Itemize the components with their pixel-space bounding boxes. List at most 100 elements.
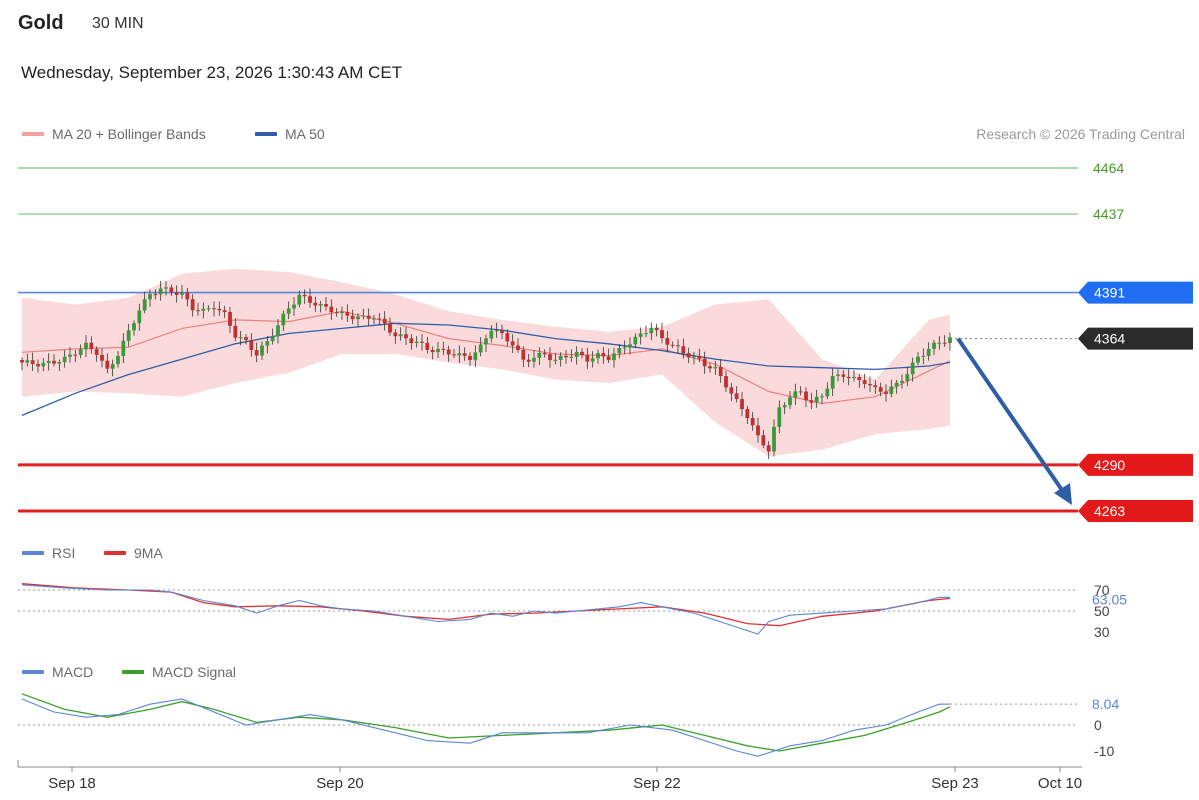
candle-body	[766, 445, 771, 452]
candle-body	[542, 352, 547, 355]
candle-body	[116, 355, 120, 365]
legend-label-ma20: MA 20 + Bollinger Bands	[52, 126, 206, 142]
candle-body	[148, 294, 152, 300]
candle-body	[521, 349, 526, 360]
last-price-label: 4364	[1094, 331, 1125, 347]
candle-body	[238, 337, 243, 339]
candle-body	[425, 342, 430, 350]
candle-body	[926, 348, 931, 356]
candle-body	[889, 386, 894, 394]
candle-body	[841, 374, 846, 377]
legend-swatch-rsi	[22, 551, 44, 555]
candle-body	[68, 354, 72, 357]
candle-body	[782, 405, 787, 408]
instrument-title: Gold	[18, 12, 64, 34]
candle-body	[366, 315, 371, 319]
candle-body	[201, 308, 206, 311]
rsi-level-30: 30	[1094, 624, 1110, 640]
candle-body	[180, 292, 184, 295]
candle-body	[894, 382, 899, 387]
candle-body	[377, 318, 382, 320]
candle-body	[761, 435, 766, 446]
candle-body	[798, 391, 803, 393]
candle-body	[297, 294, 302, 305]
legend-label-ma50: MA 50	[285, 126, 325, 142]
candle-body	[868, 384, 872, 386]
level-label-4464: 4464	[1093, 160, 1124, 176]
candle-body	[452, 354, 456, 356]
candle-body	[750, 418, 755, 426]
chart-datetime: Wednesday, September 23, 2026 1:30:43 AM…	[21, 63, 403, 82]
candle-body	[62, 356, 67, 363]
candle-body	[270, 336, 275, 342]
candle-body	[388, 323, 392, 333]
candle-body	[100, 354, 104, 361]
candle-body	[20, 359, 24, 363]
interval-label[interactable]: 30 MIN	[92, 15, 144, 32]
x-axis: Sep 18 Sep 20 Sep 22 Sep 23 Oct 10	[17, 760, 1082, 792]
candle-body	[825, 388, 830, 397]
candle-body	[500, 330, 504, 334]
x-tick-label: Oct 10	[1038, 775, 1082, 792]
candle-body	[777, 407, 782, 427]
candle-body	[516, 345, 520, 350]
candle-body	[788, 397, 792, 406]
candle-body	[654, 327, 659, 331]
legend-swatch-ma50	[255, 132, 277, 136]
x-tick-label: Sep 23	[931, 775, 979, 792]
candle-body	[548, 354, 552, 361]
legend-label-rsi: RSI	[52, 545, 76, 561]
candle-body	[478, 344, 483, 353]
candle-body	[430, 349, 435, 353]
macd-last-value: 8.04	[1092, 696, 1119, 712]
candle-body	[356, 316, 360, 320]
candle-body	[324, 303, 328, 307]
candle-body	[649, 327, 654, 334]
candle-body	[404, 334, 408, 339]
candle-body	[457, 353, 462, 356]
candle-body	[174, 292, 179, 295]
macd-level-0: 0	[1094, 717, 1102, 733]
candle-body	[361, 315, 366, 317]
candle-body	[809, 400, 814, 403]
candle-body	[569, 356, 574, 358]
candle-body	[916, 356, 920, 363]
candle-body	[558, 355, 563, 360]
candle-body	[164, 287, 168, 289]
candle-body	[468, 355, 472, 361]
candle-body	[222, 310, 227, 313]
legend-macd: MACD	[22, 664, 93, 680]
level-label-4290: 4290	[1094, 457, 1125, 473]
x-tick-label: Sep 18	[48, 775, 96, 792]
candle-body	[414, 341, 419, 344]
candle-body	[206, 308, 211, 310]
legend-rsi-9ma: 9MA	[104, 545, 163, 561]
candle-body	[596, 353, 600, 359]
candle-body	[740, 399, 744, 410]
candle-body	[830, 375, 835, 389]
level-tag-4391	[1078, 281, 1193, 304]
legend-swatch-ma20	[22, 132, 44, 136]
candle-body	[212, 308, 216, 310]
candle-body	[708, 366, 712, 369]
candle-body	[734, 393, 739, 400]
candle-body	[46, 360, 51, 363]
candle-body	[644, 333, 648, 335]
candle-body	[84, 342, 88, 350]
candle-body	[553, 359, 558, 361]
legend-label-9ma: 9MA	[134, 545, 163, 561]
candle-body	[313, 302, 318, 306]
legend-macd-signal: MACD Signal	[122, 664, 236, 680]
candle-body	[292, 304, 296, 309]
candle-body	[713, 366, 718, 369]
candle-body	[665, 338, 670, 345]
candle-body	[510, 341, 515, 346]
candle-body	[190, 299, 195, 311]
candle-body	[473, 352, 478, 361]
price-pane: 4464 4437 4391 4290 4263 4364	[18, 160, 1193, 522]
candle-body	[185, 292, 190, 300]
bollinger-band	[22, 268, 950, 457]
candle-body	[244, 337, 248, 340]
rsi-level-50: 50	[1094, 603, 1110, 619]
